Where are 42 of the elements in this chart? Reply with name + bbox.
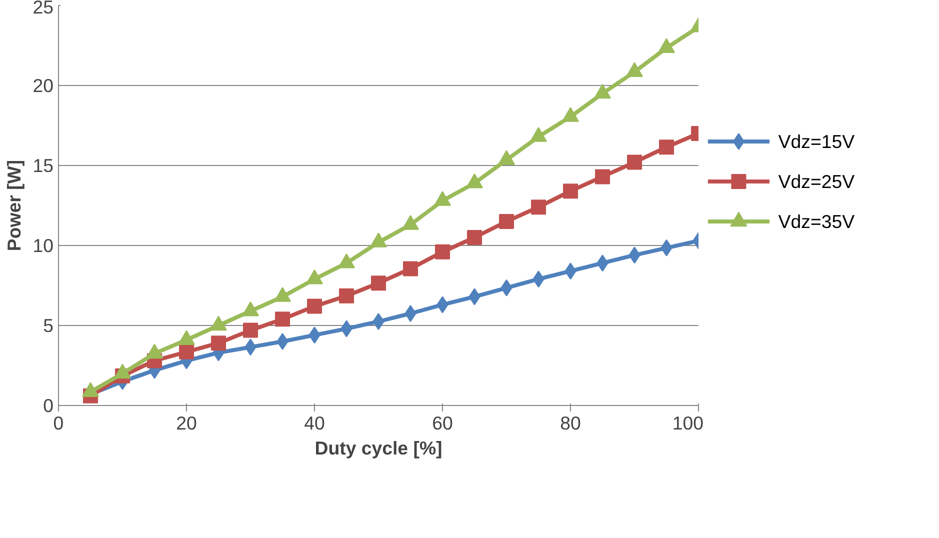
point (659, 140, 674, 155)
y-tick-label: 25 (32, 0, 54, 18)
point (243, 322, 258, 338)
point (530, 126, 547, 142)
point (404, 305, 416, 322)
point (371, 276, 386, 291)
point (531, 200, 546, 215)
point (466, 173, 483, 188)
point (658, 38, 675, 54)
point (626, 62, 643, 78)
point (307, 298, 322, 314)
point (498, 150, 515, 166)
x-tick-label: 100 (672, 412, 704, 434)
x-tick-label: 80 (560, 412, 581, 434)
y-axis-title: Power [W] (4, 160, 25, 252)
point (179, 344, 194, 360)
point (594, 84, 611, 99)
y-tick-label: 15 (32, 155, 54, 176)
point (562, 106, 579, 122)
y-tick-label: 20 (32, 75, 54, 96)
x-tick-label: 20 (176, 412, 197, 434)
point (339, 288, 354, 304)
point (435, 244, 450, 260)
y-tick-label: 0 (43, 395, 54, 416)
point (627, 154, 642, 170)
x-tick-label: 40 (304, 412, 325, 434)
point (467, 230, 482, 245)
legend-label: Vdz=25V (778, 171, 856, 192)
point (563, 184, 578, 199)
legend-label: Vdz=35V (778, 211, 856, 232)
point (595, 169, 610, 184)
point (499, 214, 514, 229)
point (275, 312, 290, 327)
x-axis-title: Duty cycle [%] (314, 438, 442, 458)
point (211, 336, 226, 351)
point (403, 261, 418, 276)
point (372, 313, 384, 330)
x-tick-label: 60 (432, 412, 453, 434)
point (276, 333, 288, 350)
y-tick-label: 10 (32, 235, 54, 256)
y-tick-label: 5 (43, 315, 54, 336)
legend-label: Vdz=15V (778, 131, 856, 152)
